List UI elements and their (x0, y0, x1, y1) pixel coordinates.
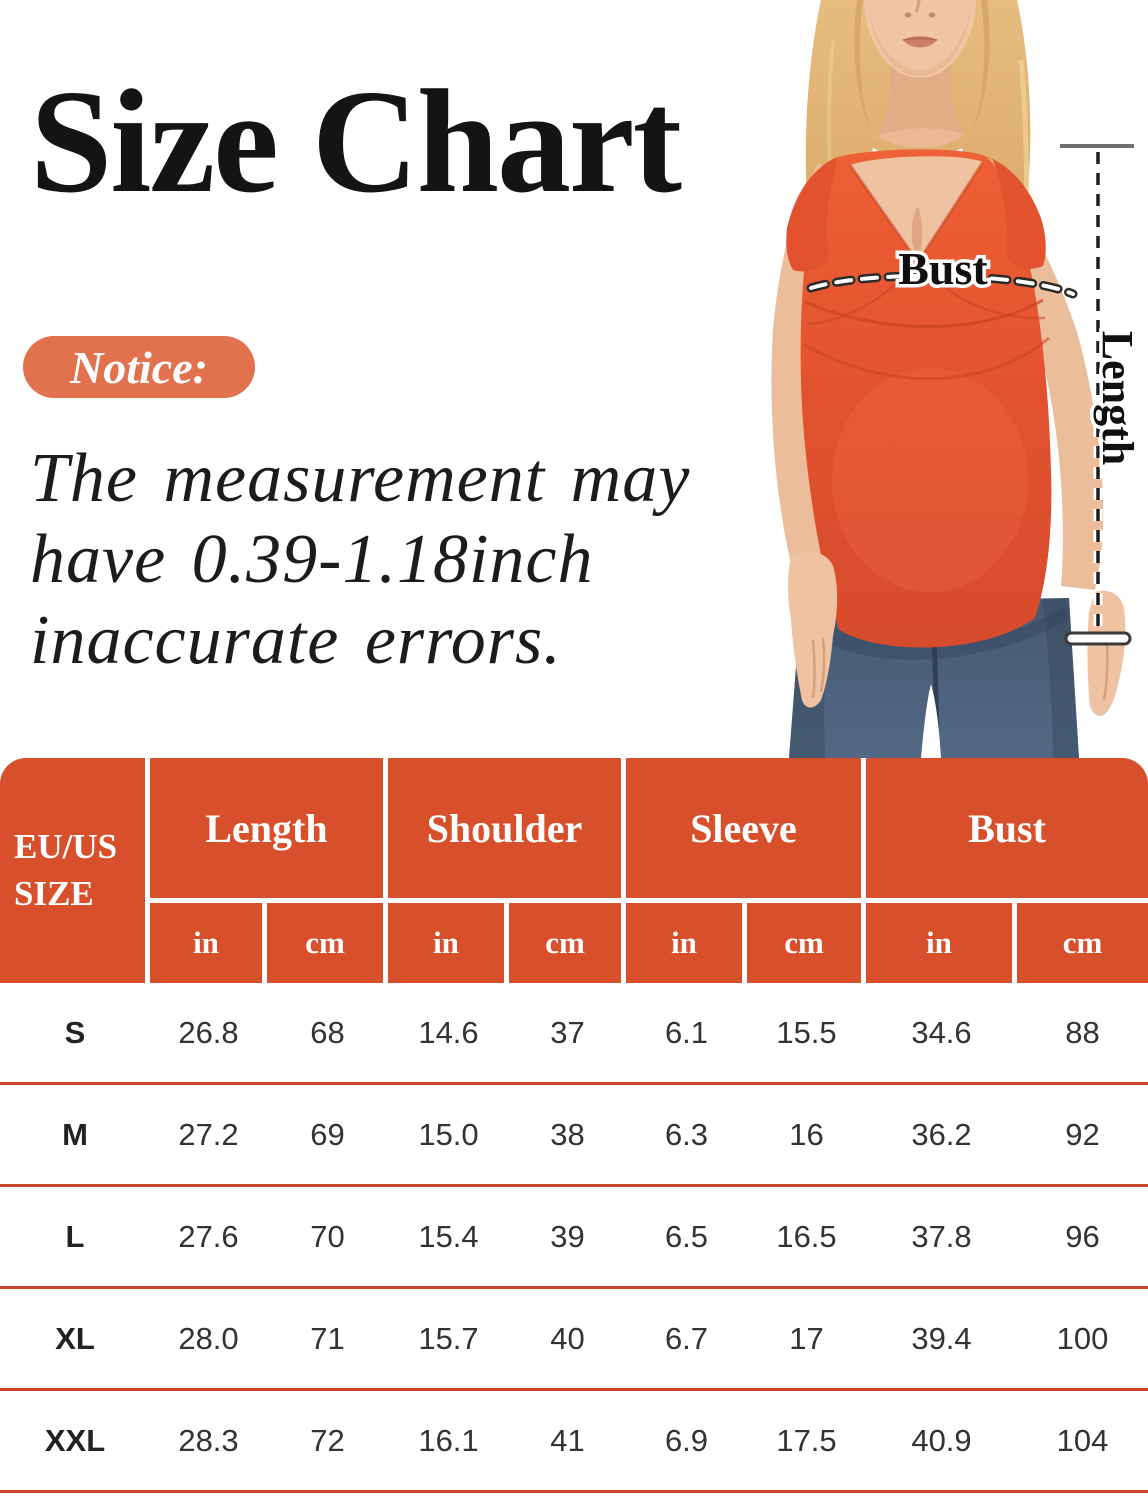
table-row: XL 28.0 71 15.7 40 6.7 17 39.4 100 (0, 1289, 1148, 1391)
group-header-sleeve: Sleeve (626, 758, 866, 903)
notice-line: have 0.39-1.18inch (30, 521, 594, 598)
value-cell: 92 (1065, 1116, 1100, 1152)
value-cell: 6.9 (664, 1422, 709, 1458)
bust-measure-line (806, 271, 1078, 299)
table-row: S 26.8 68 14.6 37 6.1 15.5 34.6 88 (0, 983, 1148, 1085)
group-header-length: Length (150, 758, 388, 903)
value-cell: 6.1 (664, 1014, 709, 1050)
value-cell: 40 (550, 1320, 585, 1356)
value-cell: 6.3 (664, 1116, 709, 1152)
value-cell: 40.9 (911, 1422, 972, 1458)
value-cell: 15.4 (418, 1218, 479, 1254)
model-photo: Bust Length (771, 0, 1146, 758)
unit-header: in (626, 903, 747, 983)
size-table: EU/US SIZE Length Shoulder Sleeve Bust i… (0, 758, 1148, 1493)
notice-paragraph: The measurement may have 0.39-1.18inch i… (30, 438, 730, 681)
unit-header: cm (267, 903, 388, 983)
value-cell: 16.5 (776, 1218, 837, 1254)
value-cell: 68 (310, 1014, 345, 1050)
table-row: L 27.6 70 15.4 39 6.5 16.5 37.8 96 (0, 1187, 1148, 1289)
value-cell: 28.3 (178, 1422, 239, 1458)
value-cell: 36.2 (911, 1116, 972, 1152)
unit-header: in (388, 903, 509, 983)
notice-line: inaccurate errors. (30, 602, 562, 679)
size-table-body: S 26.8 68 14.6 37 6.1 15.5 34.6 88 M 27.… (0, 983, 1148, 1493)
value-cell: 34.6 (911, 1014, 972, 1050)
value-cell: 96 (1065, 1218, 1100, 1254)
value-cell: 104 (1056, 1422, 1109, 1458)
value-cell: 37 (550, 1014, 585, 1050)
size-table-header: EU/US SIZE Length Shoulder Sleeve Bust i… (0, 758, 1148, 983)
hair-front (854, 0, 990, 132)
value-cell: 16.1 (418, 1422, 479, 1458)
value-cell: 37.8 (911, 1218, 972, 1254)
unit-header: in (866, 903, 1017, 983)
value-cell: 38 (550, 1116, 585, 1152)
notice-badge-label: Notice: (70, 341, 208, 393)
table-row: XXL 28.3 72 16.1 41 6.9 17.5 40.9 104 (0, 1391, 1148, 1493)
value-cell: 15.0 (418, 1116, 479, 1152)
unit-header: cm (1017, 903, 1148, 983)
size-label: S (64, 1014, 86, 1050)
unit-header: cm (747, 903, 866, 983)
skin-chest (850, 60, 983, 262)
unit-header: in (150, 903, 267, 983)
length-measure-line (1060, 144, 1134, 646)
value-cell: 28.0 (178, 1320, 239, 1356)
group-header-shoulder: Shoulder (388, 758, 626, 903)
value-cell: 14.6 (418, 1014, 479, 1050)
group-header-bust: Bust (866, 758, 1148, 903)
value-cell: 16 (789, 1116, 824, 1152)
corner-header-line: EU/US (14, 827, 118, 867)
value-cell: 41 (550, 1422, 585, 1458)
length-label: Length (1093, 331, 1142, 465)
value-cell: 27.2 (178, 1116, 239, 1152)
value-cell: 6.7 (664, 1320, 709, 1356)
notice-line: The measurement may (30, 440, 691, 517)
size-label: XXL (44, 1422, 106, 1458)
notice-badge: Notice: (23, 336, 255, 398)
face (864, 0, 976, 78)
bust-label: Bust (898, 243, 988, 294)
shirt (786, 149, 1052, 648)
page-title: Size Chart (30, 60, 682, 224)
value-cell: 72 (310, 1422, 345, 1458)
unit-header: cm (509, 903, 626, 983)
value-cell: 17.5 (776, 1422, 837, 1458)
value-cell: 6.5 (664, 1218, 709, 1254)
value-cell: 15.5 (776, 1014, 837, 1050)
value-cell: 26.8 (178, 1014, 239, 1050)
hands (788, 551, 1126, 716)
value-cell: 88 (1065, 1014, 1100, 1050)
value-cell: 39 (550, 1218, 585, 1254)
size-label: XL (55, 1320, 95, 1356)
value-cell: 17 (789, 1320, 824, 1356)
value-cell: 15.7 (418, 1320, 479, 1356)
value-cell: 39.4 (911, 1320, 972, 1356)
value-cell: 69 (310, 1116, 345, 1152)
corner-header-line: SIZE (14, 873, 94, 913)
value-cell: 27.6 (178, 1218, 239, 1254)
value-cell: 100 (1056, 1320, 1109, 1356)
value-cell: 70 (310, 1218, 345, 1254)
table-row: M 27.2 69 15.0 38 6.3 16 36.2 92 (0, 1085, 1148, 1187)
corner-header: EU/US SIZE (0, 758, 150, 983)
value-cell: 71 (310, 1320, 345, 1356)
size-label: M (62, 1116, 88, 1152)
size-label: L (65, 1218, 85, 1254)
